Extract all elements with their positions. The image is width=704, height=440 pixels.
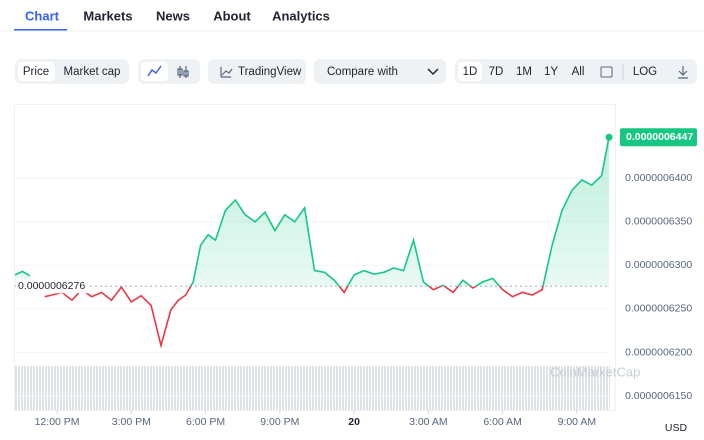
chevron <box>427 68 439 76</box>
market-cap-button[interactable]: Market cap <box>64 66 121 78</box>
y-tick-label: 0.0000006150 <box>625 390 692 402</box>
y-tick-label: 0.0000006250 <box>625 303 692 315</box>
compare-label: Compare with <box>327 66 398 78</box>
y-tick-label: 0.0000006300 <box>625 259 692 271</box>
x-tick-label: 6:00 PM <box>186 416 225 428</box>
currency-label: USD <box>665 422 688 434</box>
range-button[interactable]: All <box>572 66 585 78</box>
toggle-active[interactable] <box>18 62 55 81</box>
x-tick-label: 3:00 PM <box>112 416 151 428</box>
price-area <box>15 137 609 287</box>
range-button[interactable]: 1D <box>463 66 478 78</box>
tv-icon <box>220 67 233 78</box>
price-button[interactable]: Price <box>23 66 49 78</box>
watermark: CoinMarketCap <box>550 364 640 379</box>
x-tick-label: 12:00 PM <box>35 416 80 428</box>
price-line-up <box>14 137 610 287</box>
last-value-label: 0.0000006447 <box>626 131 693 143</box>
tab[interactable]: News <box>156 8 190 23</box>
x-tick-label: 9:00 AM <box>558 416 597 428</box>
candle-icon[interactable] <box>177 66 189 78</box>
y-tick-label: 0.0000006200 <box>625 346 692 358</box>
range-button[interactable]: 1Y <box>544 66 558 78</box>
plot-frame <box>14 104 616 411</box>
tradingview-label: TradingView <box>238 66 302 78</box>
log-button[interactable]: LOG <box>633 66 657 78</box>
reference-label: 0.0000006276 <box>18 280 85 292</box>
tab[interactable]: About <box>213 8 251 23</box>
last-value-badge <box>620 128 697 147</box>
tab[interactable]: Markets <box>83 8 132 23</box>
ranges: 1D 7D 1M 1Y All <box>463 66 585 78</box>
compare-dropdown[interactable] <box>314 59 446 84</box>
download-icon[interactable] <box>678 66 688 79</box>
tab[interactable]: Chart <box>25 8 60 23</box>
y-tick-label: 0.0000006400 <box>625 172 692 184</box>
tab[interactable]: Analytics <box>272 8 330 23</box>
tab-underline <box>14 29 67 31</box>
x-tick-label: 6:00 AM <box>483 416 522 428</box>
y-tick-label: 0.0000006350 <box>625 216 692 228</box>
volume-bars <box>15 366 610 410</box>
reference-label-bg <box>16 278 88 294</box>
tabs: Chart Markets News About Analytics <box>25 8 330 23</box>
x-tick-label: 3:00 AM <box>409 416 448 428</box>
range-active <box>458 62 482 81</box>
range-button[interactable]: 7D <box>489 66 504 78</box>
tradingview-button[interactable] <box>208 59 306 84</box>
last-point <box>605 133 613 141</box>
plot: 0.0000006150 0.0000006200 0.0000006250 0.00… <box>14 128 697 428</box>
x-tick-label: 9:00 PM <box>260 416 299 428</box>
price-line-down <box>44 286 544 349</box>
line-icon <box>147 65 162 77</box>
range-button[interactable]: 1M <box>516 66 532 78</box>
range-group <box>455 59 697 84</box>
x-tick-label: 20 <box>348 416 360 428</box>
calendar-icon[interactable] <box>600 66 613 78</box>
